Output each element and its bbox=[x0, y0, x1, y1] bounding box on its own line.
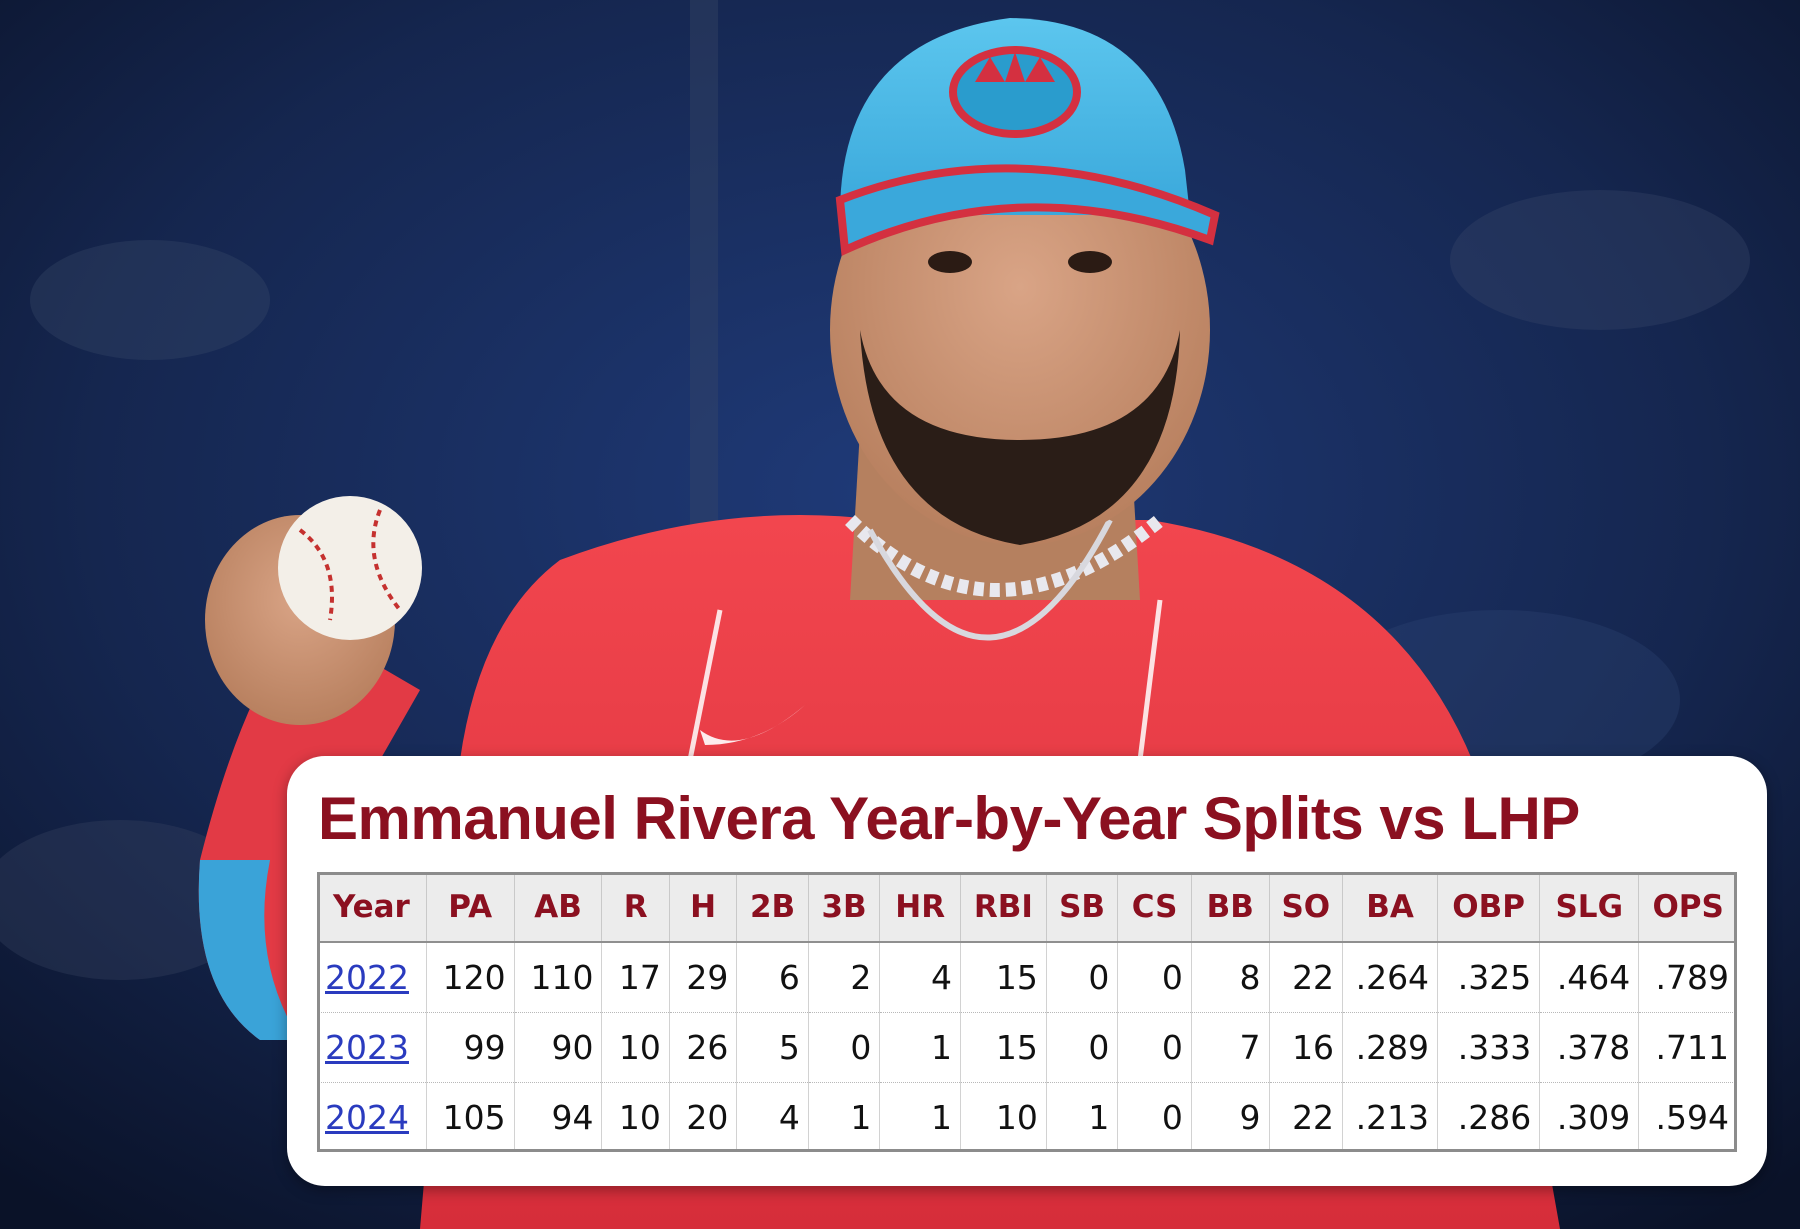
cell-cs: 0 bbox=[1117, 942, 1192, 1013]
cell-slg: .464 bbox=[1539, 942, 1640, 1013]
card-title: Emmanuel Rivera Year-by-Year Splits vs L… bbox=[318, 785, 1580, 852]
cell-2b: 4 bbox=[736, 1082, 809, 1152]
cell-pa: 99 bbox=[426, 1012, 515, 1083]
cell-obp: .333 bbox=[1437, 1012, 1541, 1083]
table-body: 2022 120 110 17 29 6 2 4 15 0 0 8 22.264.325.464.789… bbox=[317, 942, 1737, 1152]
year-cell: 2023 bbox=[317, 1012, 427, 1083]
cell-rbi: 10 bbox=[960, 1082, 1047, 1152]
cell-ab: 90 bbox=[514, 1012, 603, 1083]
column-header-pa: PA bbox=[426, 872, 515, 943]
year-link-2022[interactable]: 2022 bbox=[325, 957, 409, 997]
column-header-obp: OBP bbox=[1437, 872, 1541, 943]
column-header-year: Year bbox=[317, 872, 427, 943]
cell-obp: .325 bbox=[1437, 942, 1541, 1013]
cell-h: 26 bbox=[669, 1012, 738, 1083]
column-header-bb: BB bbox=[1191, 872, 1270, 943]
cell-r: 17 bbox=[601, 942, 670, 1013]
cell-cs: 0 bbox=[1117, 1082, 1192, 1152]
cell-h: 29 bbox=[669, 942, 738, 1013]
cell-bb: 7 bbox=[1191, 1012, 1270, 1083]
column-header-sb: SB bbox=[1046, 872, 1119, 943]
cell-slg: .309 bbox=[1539, 1082, 1640, 1152]
cell-so: 22 bbox=[1269, 1082, 1344, 1152]
cell-3b: 1 bbox=[808, 1082, 881, 1152]
cell-ops: .711 bbox=[1638, 1012, 1737, 1083]
cell-slg: .378 bbox=[1539, 1012, 1640, 1083]
cell-cs: 0 bbox=[1117, 1012, 1192, 1083]
cell-hr: 1 bbox=[879, 1082, 962, 1152]
cell-pa: 105 bbox=[426, 1082, 515, 1152]
cell-rbi: 15 bbox=[960, 942, 1047, 1013]
cell-sb: 0 bbox=[1046, 1012, 1119, 1083]
cell-ba: .289 bbox=[1342, 1012, 1439, 1083]
cell-ab: 110 bbox=[514, 942, 603, 1013]
cell-sb: 0 bbox=[1046, 942, 1119, 1013]
cell-so: 22 bbox=[1269, 942, 1344, 1013]
cell-rbi: 15 bbox=[960, 1012, 1047, 1083]
column-header-2b: 2B bbox=[736, 872, 809, 943]
column-header-ops: OPS bbox=[1638, 872, 1737, 943]
table-row: 2024 105 94 10 20 4 1 1 10 1 0 9 22.213.286.309.594 bbox=[317, 1082, 1737, 1152]
column-header-ab: AB bbox=[514, 872, 603, 943]
header-row: Year PA AB R H 2B 3B HR RBI SB CS BB SO BA OBP SLG OPS bbox=[317, 872, 1737, 943]
stats-card: Emmanuel Rivera Year-by-Year Splits vs L… bbox=[287, 756, 1767, 1186]
cell-ops: .789 bbox=[1638, 942, 1737, 1013]
cell-2b: 5 bbox=[736, 1012, 809, 1083]
column-header-ba: BA bbox=[1342, 872, 1439, 943]
cell-ab: 94 bbox=[514, 1082, 603, 1152]
year-link-2024[interactable]: 2024 bbox=[325, 1097, 409, 1137]
cell-ops: .594 bbox=[1655, 1097, 1729, 1137]
column-header-3b: 3B bbox=[808, 872, 881, 943]
table-row: 2023 99 90 10 26 5 0 1 15 0 0 7 16.289.333.378.711 bbox=[317, 1012, 1737, 1083]
cell-r: 10 bbox=[601, 1012, 670, 1083]
cell-sb: 1 bbox=[1046, 1082, 1119, 1152]
cell-hr: 1 bbox=[879, 1012, 962, 1083]
cell-pa: 120 bbox=[426, 942, 515, 1013]
year-cell: 2022 bbox=[317, 942, 427, 1013]
cell-so: 16 bbox=[1269, 1012, 1344, 1083]
cell-hr: 4 bbox=[879, 942, 962, 1013]
cell-bb: 9 bbox=[1191, 1082, 1270, 1152]
table-header: Year PA AB R H 2B 3B HR RBI SB CS BB SO BA OBP SLG OPS bbox=[317, 872, 1737, 943]
cell-ba: .213 bbox=[1342, 1082, 1439, 1152]
column-header-r: R bbox=[601, 872, 670, 943]
cell-2b: 6 bbox=[736, 942, 809, 1013]
cell-3b: 0 bbox=[808, 1012, 881, 1083]
cell-r: 10 bbox=[601, 1082, 670, 1152]
cell-h: 20 bbox=[669, 1082, 738, 1152]
table-row: 2022 120 110 17 29 6 2 4 15 0 0 8 22.264.325.464.789 bbox=[317, 942, 1737, 1013]
year-cell: 2024 bbox=[317, 1082, 427, 1152]
year-link-2023[interactable]: 2023 bbox=[325, 1027, 409, 1067]
cell-ba: .264 bbox=[1342, 942, 1439, 1013]
cell-3b: 2 bbox=[808, 942, 881, 1013]
cell-obp: .286 bbox=[1437, 1082, 1541, 1152]
column-header-hr: HR bbox=[879, 872, 962, 943]
column-header-slg: SLG bbox=[1539, 872, 1640, 943]
splits-table: Year PA AB R H 2B 3B HR RBI SB CS BB SO BA OBP SLG OPS 2… bbox=[317, 872, 1737, 1152]
column-header-rbi: RBI bbox=[960, 872, 1047, 943]
column-header-so: SO bbox=[1269, 872, 1344, 943]
column-header-cs: CS bbox=[1117, 872, 1192, 943]
cell-bb: 8 bbox=[1191, 942, 1270, 1013]
column-header-h: H bbox=[669, 872, 738, 943]
